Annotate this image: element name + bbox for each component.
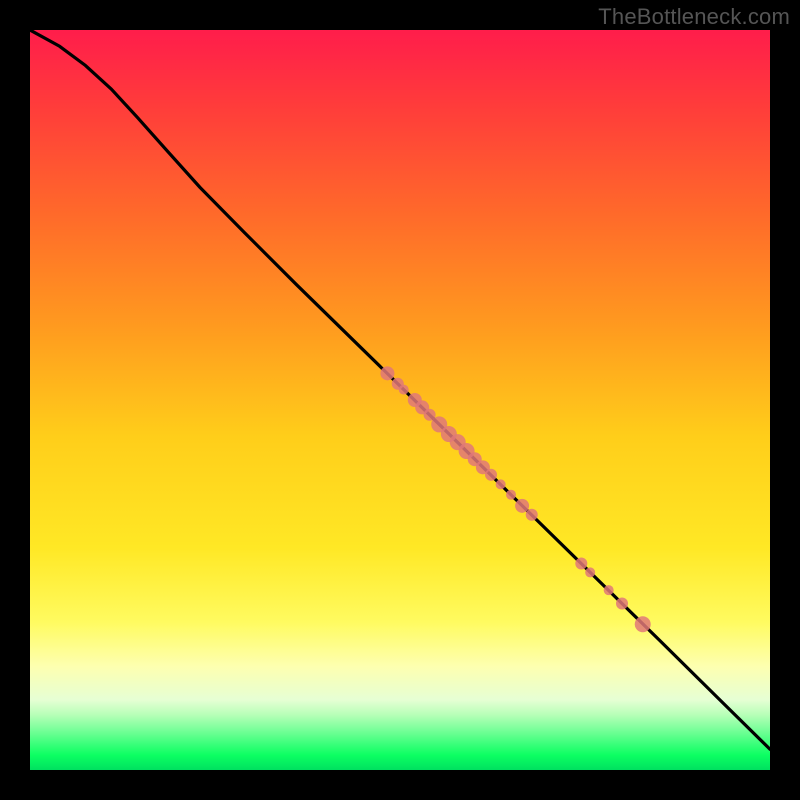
data-marker	[585, 567, 595, 577]
plot-svg	[30, 30, 770, 770]
chart-frame: TheBottleneck.com	[0, 0, 800, 800]
data-marker	[604, 585, 614, 595]
data-marker	[526, 509, 538, 521]
data-marker	[496, 479, 506, 489]
watermark-text: TheBottleneck.com	[598, 4, 790, 30]
gradient-background	[30, 30, 770, 770]
data-marker	[575, 558, 587, 570]
data-marker	[506, 490, 516, 500]
data-marker	[485, 469, 497, 481]
plot-area	[30, 30, 770, 770]
data-marker	[380, 366, 394, 380]
data-marker	[616, 598, 628, 610]
data-marker	[635, 616, 651, 632]
data-marker	[399, 385, 409, 395]
data-marker	[515, 499, 529, 513]
